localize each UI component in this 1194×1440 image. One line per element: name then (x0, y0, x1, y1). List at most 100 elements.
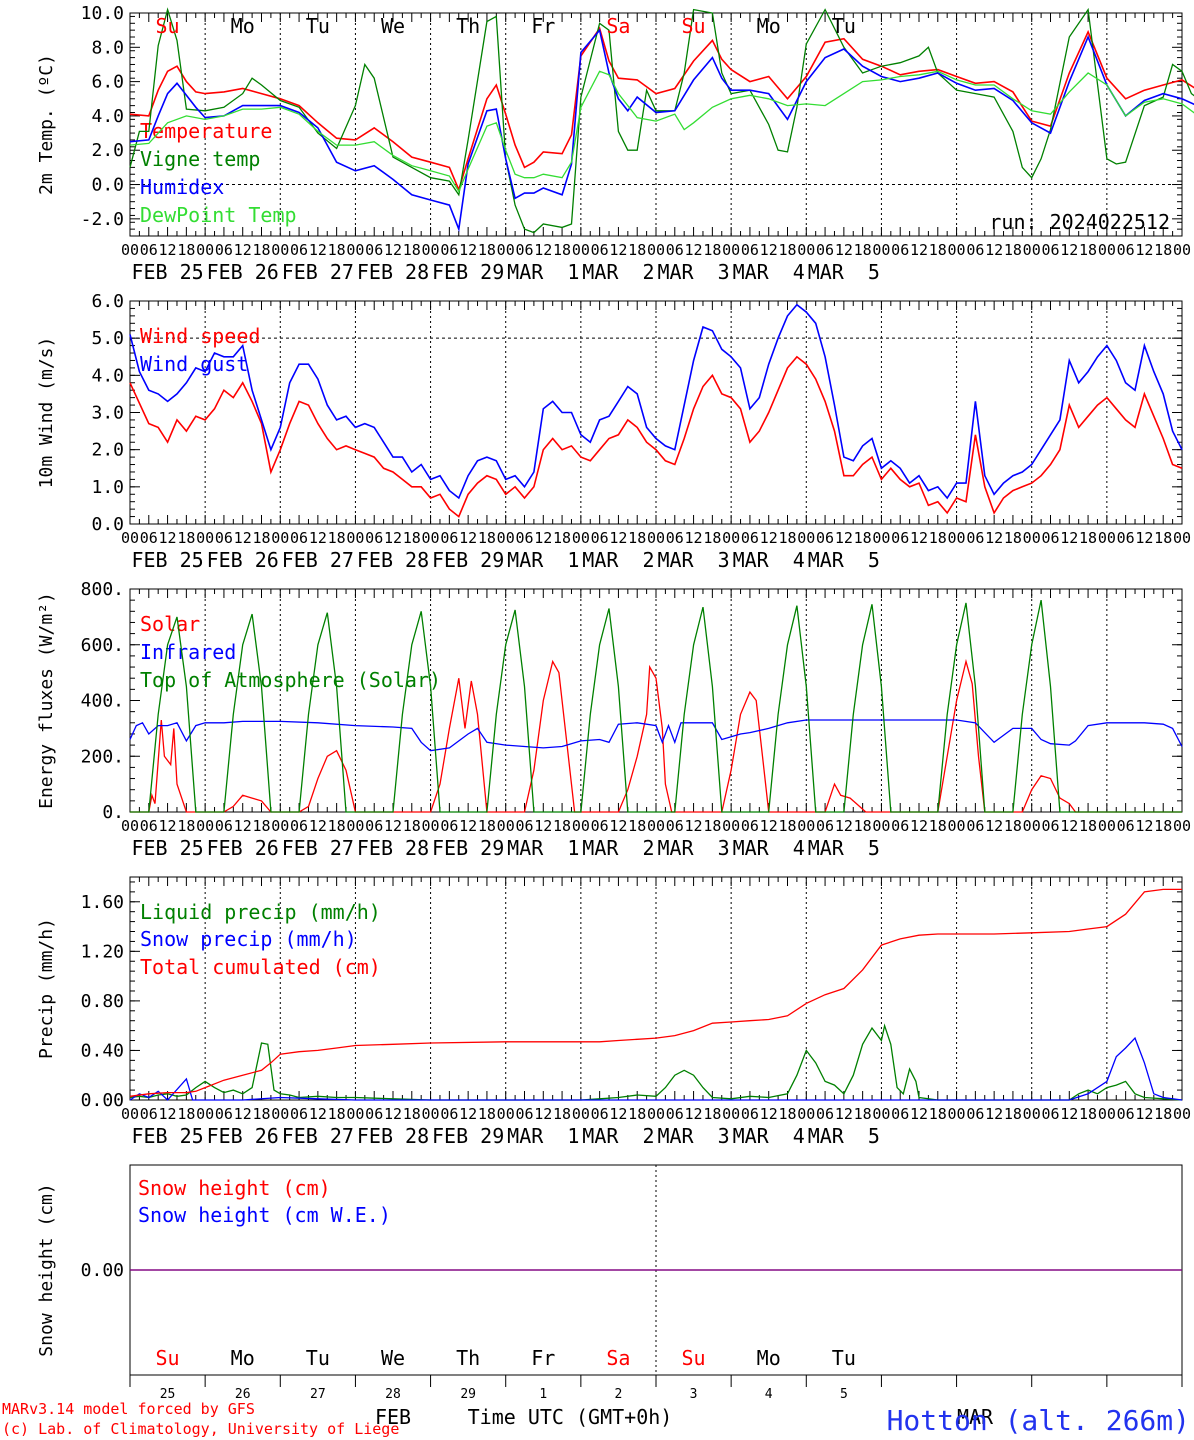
hour-tick-label: 12 (760, 1105, 778, 1123)
hour-tick-label: 12 (384, 529, 402, 547)
y-tick-label: 3.0 (91, 403, 124, 424)
date-label: FEB 28 (357, 836, 429, 860)
hour-tick-label: 06 (1041, 817, 1059, 835)
hour-tick-label: 00 (346, 529, 364, 547)
hour-tick-label: 12 (609, 529, 627, 547)
hour-tick-label: 18 (703, 817, 721, 835)
hour-tick-label: 06 (1117, 241, 1135, 259)
hour-tick-label: 12 (685, 529, 703, 547)
hour-tick-label: 12 (685, 1105, 703, 1123)
run-label: run: 2024022512 (989, 210, 1170, 234)
hour-tick-label: 00 (271, 817, 289, 835)
hour-tick-label: 18 (252, 241, 270, 259)
hour-tick-label: 06 (1117, 529, 1135, 547)
date-label: MAR 5 (808, 836, 880, 860)
hour-tick-label: 18 (478, 817, 496, 835)
hour-tick-label: 00 (1173, 817, 1191, 835)
hour-tick-label: 00 (422, 241, 440, 259)
hour-tick-label: 06 (891, 1105, 909, 1123)
hour-tick-label: 18 (628, 529, 646, 547)
hour-tick-label: 18 (778, 1105, 796, 1123)
y-tick-label: 6.0 (91, 291, 124, 312)
hour-tick-label: 18 (628, 241, 646, 259)
hour-tick-label: 00 (647, 817, 665, 835)
hour-tick-label: 18 (929, 1105, 947, 1123)
hour-tick-label: 12 (459, 529, 477, 547)
legend-entry: Snow precip (mm/h) (140, 927, 357, 951)
hour-tick-label: 18 (854, 1105, 872, 1123)
hour-tick-label: 12 (159, 529, 177, 547)
date-label: MAR 3 (657, 1124, 729, 1148)
hour-tick-label: 18 (703, 241, 721, 259)
hour-tick-label: 12 (910, 817, 928, 835)
hour-tick-label: 18 (1079, 817, 1097, 835)
date-label: FEB 29 (432, 836, 504, 860)
hour-tick-label: 00 (422, 529, 440, 547)
credit-line-1: MARv3.14 model forced by GFS (2, 1400, 255, 1418)
series-line-vigne-temp (129, 7, 1194, 234)
hour-tick-label: 12 (1135, 241, 1153, 259)
hour-tick-label: 06 (591, 1105, 609, 1123)
hour-tick-label: 18 (403, 529, 421, 547)
hour-tick-label: 12 (459, 817, 477, 835)
hour-tick-label: 00 (196, 241, 214, 259)
hour-tick-label: 00 (121, 1105, 139, 1123)
y-tick-label: 0.80 (81, 991, 124, 1012)
hour-tick-label: 06 (440, 241, 458, 259)
y-axis-title: 2m Temp. (ºC) (36, 54, 57, 195)
hour-tick-label: 18 (854, 241, 872, 259)
date-label: FEB 26 (207, 836, 279, 860)
hour-tick-label: 00 (346, 241, 364, 259)
day-name: Su (682, 14, 706, 38)
hour-tick-label: 12 (384, 241, 402, 259)
hour-tick-label: 18 (929, 529, 947, 547)
hour-tick-label: 00 (497, 817, 515, 835)
legend-entry: Liquid precip (mm/h) (140, 900, 381, 924)
hour-tick-label: 12 (1060, 817, 1078, 835)
hour-tick-label: 06 (290, 1105, 308, 1123)
date-label: FEB 25 (131, 260, 203, 284)
day-name: Mo (231, 1346, 255, 1370)
hour-tick-label: 06 (215, 817, 233, 835)
legend-entry: Top of Atmosphere (Solar) (140, 668, 441, 692)
hour-tick-label: 00 (872, 241, 890, 259)
hour-tick-label: 18 (252, 529, 270, 547)
hour-tick-label: 06 (1041, 241, 1059, 259)
date-label: FEB 28 (357, 260, 429, 284)
hour-tick-label: 06 (1117, 1105, 1135, 1123)
hour-tick-label: 12 (309, 529, 327, 547)
hour-tick-label: 00 (572, 241, 590, 259)
date-label: FEB 29 (432, 260, 504, 284)
hour-tick-label: 00 (121, 817, 139, 835)
date-label: MAR 4 (733, 260, 805, 284)
hour-tick-label: 06 (666, 1105, 684, 1123)
y-tick-label: 2.0 (91, 440, 124, 461)
hour-tick-label: 06 (215, 529, 233, 547)
y-tick-label: 1.20 (81, 941, 124, 962)
day-name: Sa (606, 14, 630, 38)
y-tick-label: 10.0 (81, 3, 124, 24)
hour-tick-label: 06 (966, 817, 984, 835)
series-line-total-cumulated-cm (129, 888, 1182, 1097)
hour-tick-label: 00 (948, 1105, 966, 1123)
hour-tick-label: 18 (177, 241, 195, 259)
hour-tick-label: 06 (741, 241, 759, 259)
month-label-mar: MAR (957, 1405, 994, 1429)
hour-tick-label: 06 (591, 817, 609, 835)
hour-tick-label: 18 (478, 1105, 496, 1123)
hour-tick-label: 18 (403, 241, 421, 259)
hour-tick-label: 18 (1154, 1105, 1172, 1123)
hour-tick-label: 00 (121, 529, 139, 547)
y-tick-label: 800. (81, 579, 124, 600)
date-label: FEB 27 (282, 1124, 354, 1148)
day-name: Tu (306, 1346, 330, 1370)
hour-tick-label: 06 (140, 1105, 158, 1123)
day-of-month: 25 (160, 1387, 176, 1402)
hour-tick-label: 06 (140, 529, 158, 547)
hour-tick-label: 06 (140, 241, 158, 259)
hour-tick-label: 00 (572, 1105, 590, 1123)
hour-tick-label: 12 (760, 241, 778, 259)
hour-tick-label: 00 (1023, 529, 1041, 547)
hour-tick-label: 12 (1135, 529, 1153, 547)
date-label: MAR 2 (582, 1124, 654, 1148)
